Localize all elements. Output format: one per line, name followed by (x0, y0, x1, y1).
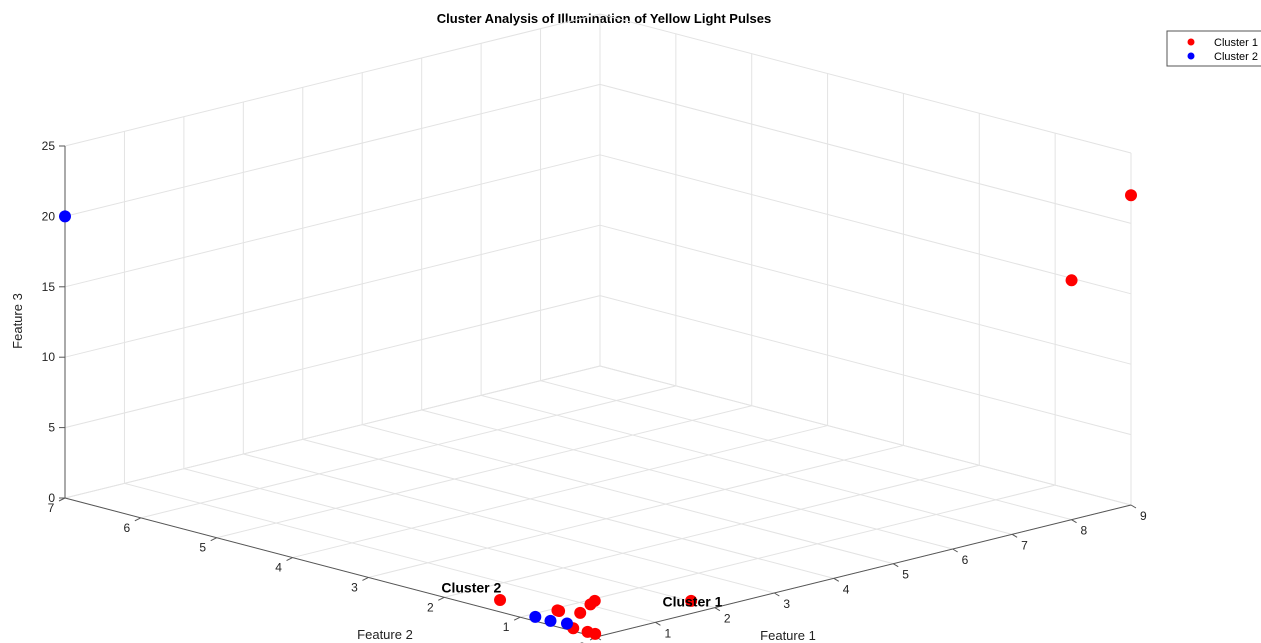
legend-marker (1187, 38, 1195, 46)
floor-grid-x (421, 409, 953, 550)
floor-grid-y (368, 444, 904, 578)
y-tick-mark (210, 537, 217, 542)
x-tick-label: 0 (605, 641, 612, 643)
floor-grid-y (444, 464, 980, 598)
x-axis-label: Feature 1 (760, 628, 816, 643)
y-tick-label: 4 (275, 561, 282, 575)
wall-grid-z (64, 295, 601, 429)
legend[interactable]: Cluster 1 Cluster 2 (1166, 30, 1261, 67)
cluster-annotation: Cluster 2 (441, 580, 501, 596)
x-tick-label: 5 (902, 568, 909, 582)
legend-entry: Cluster 2 (1214, 51, 1258, 63)
wall-grid-z (599, 83, 1132, 224)
data-point-cluster-1 (574, 606, 587, 619)
annotations: Cluster 1 Cluster 2 (441, 580, 722, 610)
data-point-cluster-1 (584, 598, 597, 611)
wall-grid-z (599, 154, 1132, 295)
wall-grid-z (64, 224, 601, 358)
x-tick-mark (714, 607, 721, 612)
cluster-annotation: Cluster 1 (662, 594, 722, 610)
x-tick-mark (952, 548, 958, 553)
x-tick-label: 8 (1081, 524, 1088, 538)
x-tick-mark (1130, 504, 1137, 509)
data-point-cluster-2 (529, 610, 542, 623)
x-axis-line (595, 504, 1132, 638)
x-tick-mark (1011, 533, 1018, 538)
wall-grid-z (64, 365, 601, 499)
y-tick-label: 2 (427, 600, 434, 614)
y-tick-mark (513, 616, 521, 621)
floor-grid-x (302, 438, 834, 579)
z-tick-label: 15 (42, 280, 56, 294)
x-tick-label: 2 (724, 612, 731, 626)
x-tick-label: 3 (783, 597, 790, 611)
wall-grid-z (599, 295, 1132, 436)
y-tick-mark (438, 596, 445, 601)
x-tick-mark (892, 563, 899, 568)
data-point-cluster-1 (551, 604, 564, 617)
floor-grid-x (183, 468, 716, 609)
y-tick-label: 5 (199, 541, 206, 555)
floor-grid-y (140, 385, 676, 519)
wall-grid-z (64, 13, 601, 147)
data-point-cluster-1 (685, 594, 698, 607)
chart-title: Cluster Analysis of Illumination of Yell… (437, 11, 771, 26)
wall-grid-z (599, 365, 1132, 506)
z-tick-label: 5 (48, 421, 55, 435)
data-point-cluster-2 (560, 617, 573, 630)
x-tick-label: 7 (1021, 538, 1028, 552)
wall-grid-z (599, 224, 1132, 365)
floor-grid-x (362, 424, 894, 565)
legend-box (1166, 30, 1261, 67)
z-tick-label: 10 (42, 350, 56, 364)
y-tick-label: 3 (351, 580, 358, 594)
wall-grid-z (64, 83, 601, 217)
wall-grid-z (64, 154, 601, 288)
floor-grid-x (243, 453, 775, 594)
data-points (59, 189, 1137, 640)
y-tick-label: 1 (503, 620, 510, 634)
wall-grid-z (599, 13, 1132, 154)
floor-grid-y (216, 405, 752, 539)
z-tick-label: 25 (42, 139, 56, 153)
floor-grid-y (292, 425, 828, 559)
y-tick-label: 7 (48, 501, 55, 515)
axes (64, 146, 1132, 638)
data-point-cluster-2 (59, 210, 71, 223)
x-tick-label: 9 (1140, 509, 1147, 523)
x-tick-mark (833, 577, 840, 582)
z-tick-label: 20 (42, 209, 56, 223)
data-point-cluster-1 (1065, 274, 1078, 287)
y-tick-mark (134, 517, 142, 522)
y-tick-label: 0 (579, 640, 586, 643)
y-tick-mark (286, 557, 293, 562)
x-tick-mark (774, 592, 780, 597)
data-point-cluster-1 (589, 627, 602, 640)
x-tick-mark (1071, 519, 1077, 524)
z-tick-label: 0 (48, 491, 55, 505)
legend-entry: Cluster 1 (1214, 37, 1258, 49)
y-tick-mark (362, 576, 369, 581)
floor-grid-x (540, 380, 1072, 521)
data-point-cluster-2 (544, 614, 557, 627)
x-tick-label: 6 (962, 553, 969, 567)
y-tick-label: 6 (124, 521, 131, 535)
tick-labels: 0123456789012345670510152025 (42, 139, 1147, 643)
y-axis-label: Feature 2 (357, 627, 413, 642)
floor-grid-x (480, 394, 1013, 535)
z-axis-label: Feature 3 (10, 293, 25, 349)
floor-grid-x (124, 482, 656, 623)
y-axis-line (64, 497, 597, 638)
data-point-cluster-1 (494, 593, 507, 606)
legend-marker (1187, 52, 1195, 60)
x-tick-mark (655, 621, 661, 626)
x-tick-label: 4 (843, 582, 850, 596)
grid-lines (64, 13, 1132, 638)
data-point-cluster-1 (1125, 189, 1137, 202)
x-tick-label: 1 (664, 626, 671, 640)
floor-grid-y (520, 484, 1056, 618)
